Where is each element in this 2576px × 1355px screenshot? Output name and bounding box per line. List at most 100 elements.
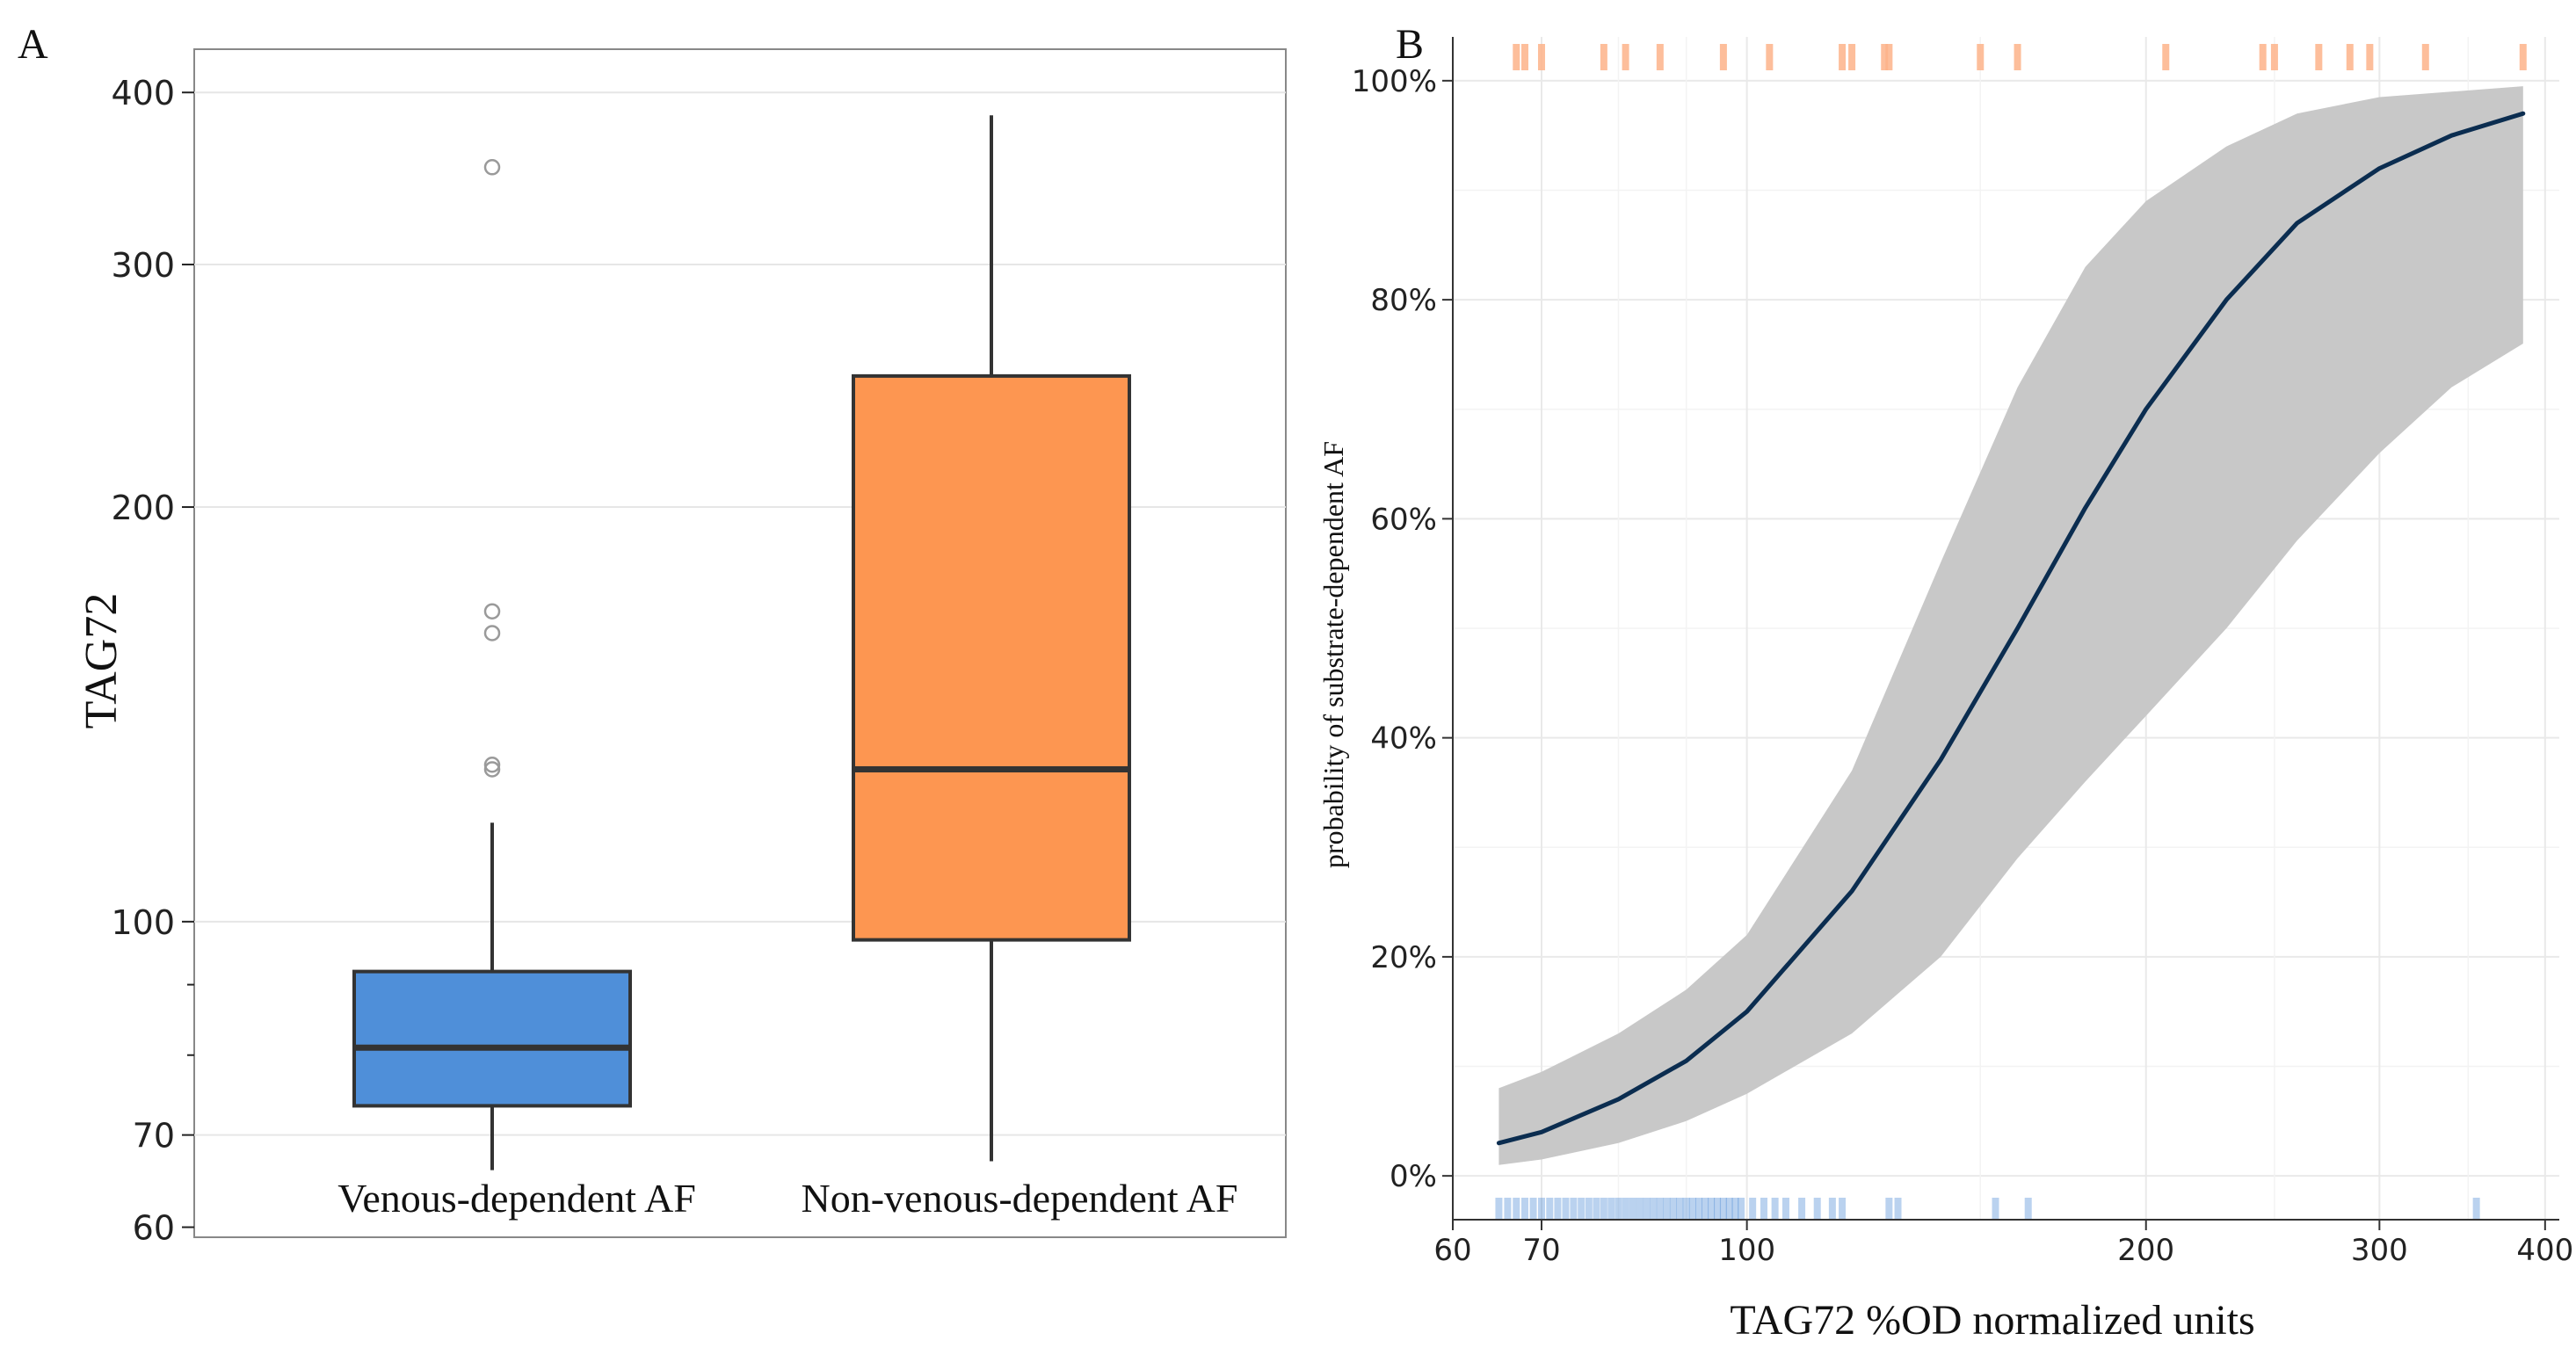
panel-b-rug-bottom-tick — [1731, 1198, 1739, 1221]
panel-a-plot-border — [193, 48, 1287, 1238]
panel-b-rug-bottom-tick — [1682, 1198, 1690, 1221]
panel-a-box — [352, 969, 632, 1108]
panel-b-x-tick-label: 70 — [1522, 1233, 1560, 1268]
panel-b-confidence-band — [1498, 86, 2523, 1165]
panel-b-rug-bottom-tick — [1992, 1198, 1999, 1221]
panel-b-rug-bottom-tick — [1513, 1198, 1520, 1221]
panel-b-y-tick-label: 20% — [1370, 940, 1437, 975]
panel-b-rug-bottom-tick — [1738, 1198, 1745, 1221]
panel-b-rug-top-tick — [2421, 44, 2429, 70]
panel-b-rug-top-tick — [1520, 44, 1528, 70]
panel-a-outlier-point — [483, 761, 501, 778]
panel-b-rug-bottom-tick — [1663, 1198, 1671, 1221]
panel-b-rug-top-tick — [1839, 44, 1847, 70]
panel-a-y-tick-label: 70 — [133, 1117, 175, 1156]
panel-b-rug-bottom-tick — [1828, 1198, 1836, 1221]
panel-b-rug-bottom-tick — [1546, 1198, 1554, 1221]
panel-a-y-tick-label: 60 — [133, 1209, 175, 1248]
panel-b-rug-bottom-tick — [1695, 1198, 1703, 1221]
panel-a: A 60 70 100 200 300 400 Venous-dependent AF No… — [18, 21, 1287, 1248]
panel-b-rug-bottom-tick — [1813, 1198, 1821, 1221]
panel-b-rug-bottom-tick — [1688, 1198, 1696, 1221]
panel-a-outlier-point — [483, 159, 501, 176]
panel-b-rug-bottom-tick — [1749, 1198, 1757, 1221]
panel-b-rug-bottom-tick — [1708, 1198, 1716, 1221]
panel-b-rug-bottom-tick — [1615, 1198, 1622, 1221]
panel-a-outlier-point — [483, 625, 501, 641]
panel-b-y-tick-label: 60% — [1370, 502, 1437, 537]
panel-b-probability-line — [1496, 111, 2526, 1146]
panel-b-rug-bottom-tick — [1798, 1198, 1806, 1221]
panel-b-y-tick-label: 0% — [1390, 1159, 1437, 1194]
panel-b-rug-bottom-tick — [1894, 1198, 1902, 1221]
panel-b-y-tick-label: 80% — [1370, 283, 1437, 318]
panel-b-rug-top-tick — [2346, 44, 2354, 70]
panel-b-rug-bottom-tick — [1702, 1198, 1709, 1221]
panel-b-rug-bottom-tick — [1504, 1198, 1512, 1221]
panel-b-x-tick-label: 60 — [1433, 1233, 1471, 1268]
panel-b-rug-bottom-tick — [1529, 1198, 1537, 1221]
panel-b-rug-top — [1513, 44, 2527, 70]
panel-a-x-labels: Venous-dependent AF Non-venous-dependent … — [337, 1176, 1237, 1221]
panel-b-rug-bottom-tick — [2472, 1198, 2480, 1221]
panel-a-boxes — [352, 115, 1131, 1170]
panel-b-y-axis-title: probability of substrate-dependent AF — [1317, 441, 1349, 868]
panel-b-x-tick-label: 100 — [1718, 1233, 1775, 1268]
panel-b-rug-bottom-tick — [2024, 1198, 2032, 1221]
panel-b-rug-bottom-tick — [1650, 1198, 1658, 1221]
panel-b-rug-top-tick — [1766, 44, 1774, 70]
panel-b-rug-bottom-tick — [1719, 1198, 1727, 1221]
panel-b-fitted-line — [1496, 111, 2526, 1146]
panel-b-rug-top-tick — [2519, 44, 2527, 70]
panel-b-rug-bottom-tick — [1570, 1198, 1578, 1221]
panel-b-ci-area — [1498, 86, 2523, 1165]
panel-a-y-axis: 60 70 100 200 300 400 — [111, 74, 194, 1248]
panel-b-rug-bottom-tick — [1781, 1198, 1789, 1221]
panel-b-rug-top-tick — [2315, 44, 2323, 70]
panel-b-rug-bottom-tick — [1520, 1198, 1528, 1221]
panel-b-rug-top-tick — [2366, 44, 2374, 70]
panel-b-rug-top-tick — [2014, 44, 2021, 70]
panel-b-rug-bottom-tick — [1885, 1198, 1893, 1221]
panel-b-rug-bottom-tick — [1771, 1198, 1779, 1221]
panel-b-rug-bottom — [1495, 1198, 2480, 1221]
panel-b-x-tick-label: 400 — [2516, 1233, 2573, 1268]
panel-b-x-axis-title: TAG72 %OD normalized units — [1730, 1297, 2254, 1344]
panel-b: B 0% 20% 40% 60% 80% 100% 60 70 100 200 300 400 pro… — [1317, 21, 2573, 1344]
panel-a-y-tick-label: 100 — [111, 903, 175, 942]
panel-b-rug-top-tick — [1622, 44, 1629, 70]
panel-b-rug-bottom-tick — [1554, 1198, 1562, 1221]
panel-b-rug-bottom-tick — [1643, 1198, 1651, 1221]
panel-a-y-tick-label: 300 — [111, 246, 175, 285]
panel-b-axes: 0% 20% 40% 60% 80% 100% 60 70 100 200 300 400 — [1352, 37, 2573, 1268]
panel-b-rug-bottom-tick — [1714, 1198, 1722, 1221]
panel-b-rug-top-tick — [1537, 44, 1545, 70]
panel-b-rug-bottom-tick — [1760, 1198, 1768, 1221]
panel-b-rug-bottom-tick — [1600, 1198, 1607, 1221]
panel-b-rug-bottom-tick — [1562, 1198, 1570, 1221]
panel-b-rug-bottom-tick — [1839, 1198, 1847, 1221]
panel-a-box — [852, 373, 1131, 942]
panel-b-rug-top-tick — [2259, 44, 2267, 70]
panel-b-rug-bottom-tick — [1585, 1198, 1593, 1221]
panel-a-y-tick-label: 200 — [111, 489, 175, 527]
panel-b-rug-bottom-tick — [1656, 1198, 1664, 1221]
panel-b-rug-top-tick — [1885, 44, 1893, 70]
panel-a-category-label: Venous-dependent AF — [337, 1176, 696, 1221]
panel-a-label: A — [18, 21, 48, 68]
panel-b-rug-top-tick — [1719, 44, 1727, 70]
panel-b-rug-bottom-tick — [1578, 1198, 1586, 1221]
panel-b-rug-top-tick — [1848, 44, 1856, 70]
panel-a-y-tick-label: 400 — [111, 74, 175, 112]
panel-a-outlier-point — [483, 603, 501, 620]
panel-a-outlier-point — [483, 757, 501, 773]
panel-b-rug-bottom-tick — [1669, 1198, 1677, 1221]
panel-b-y-tick-label: 40% — [1370, 721, 1437, 757]
panel-b-rug-bottom-tick — [1725, 1198, 1733, 1221]
panel-b-rug-bottom-tick — [1622, 1198, 1629, 1221]
panel-b-rug-bottom-tick — [1629, 1198, 1636, 1221]
panel-b-x-tick-label: 200 — [2117, 1233, 2174, 1268]
panel-a-category-label: Non-venous-dependent AF — [802, 1176, 1238, 1221]
panel-b-rug-bottom-tick — [1537, 1198, 1545, 1221]
panel-b-rug-top-tick — [2270, 44, 2278, 70]
